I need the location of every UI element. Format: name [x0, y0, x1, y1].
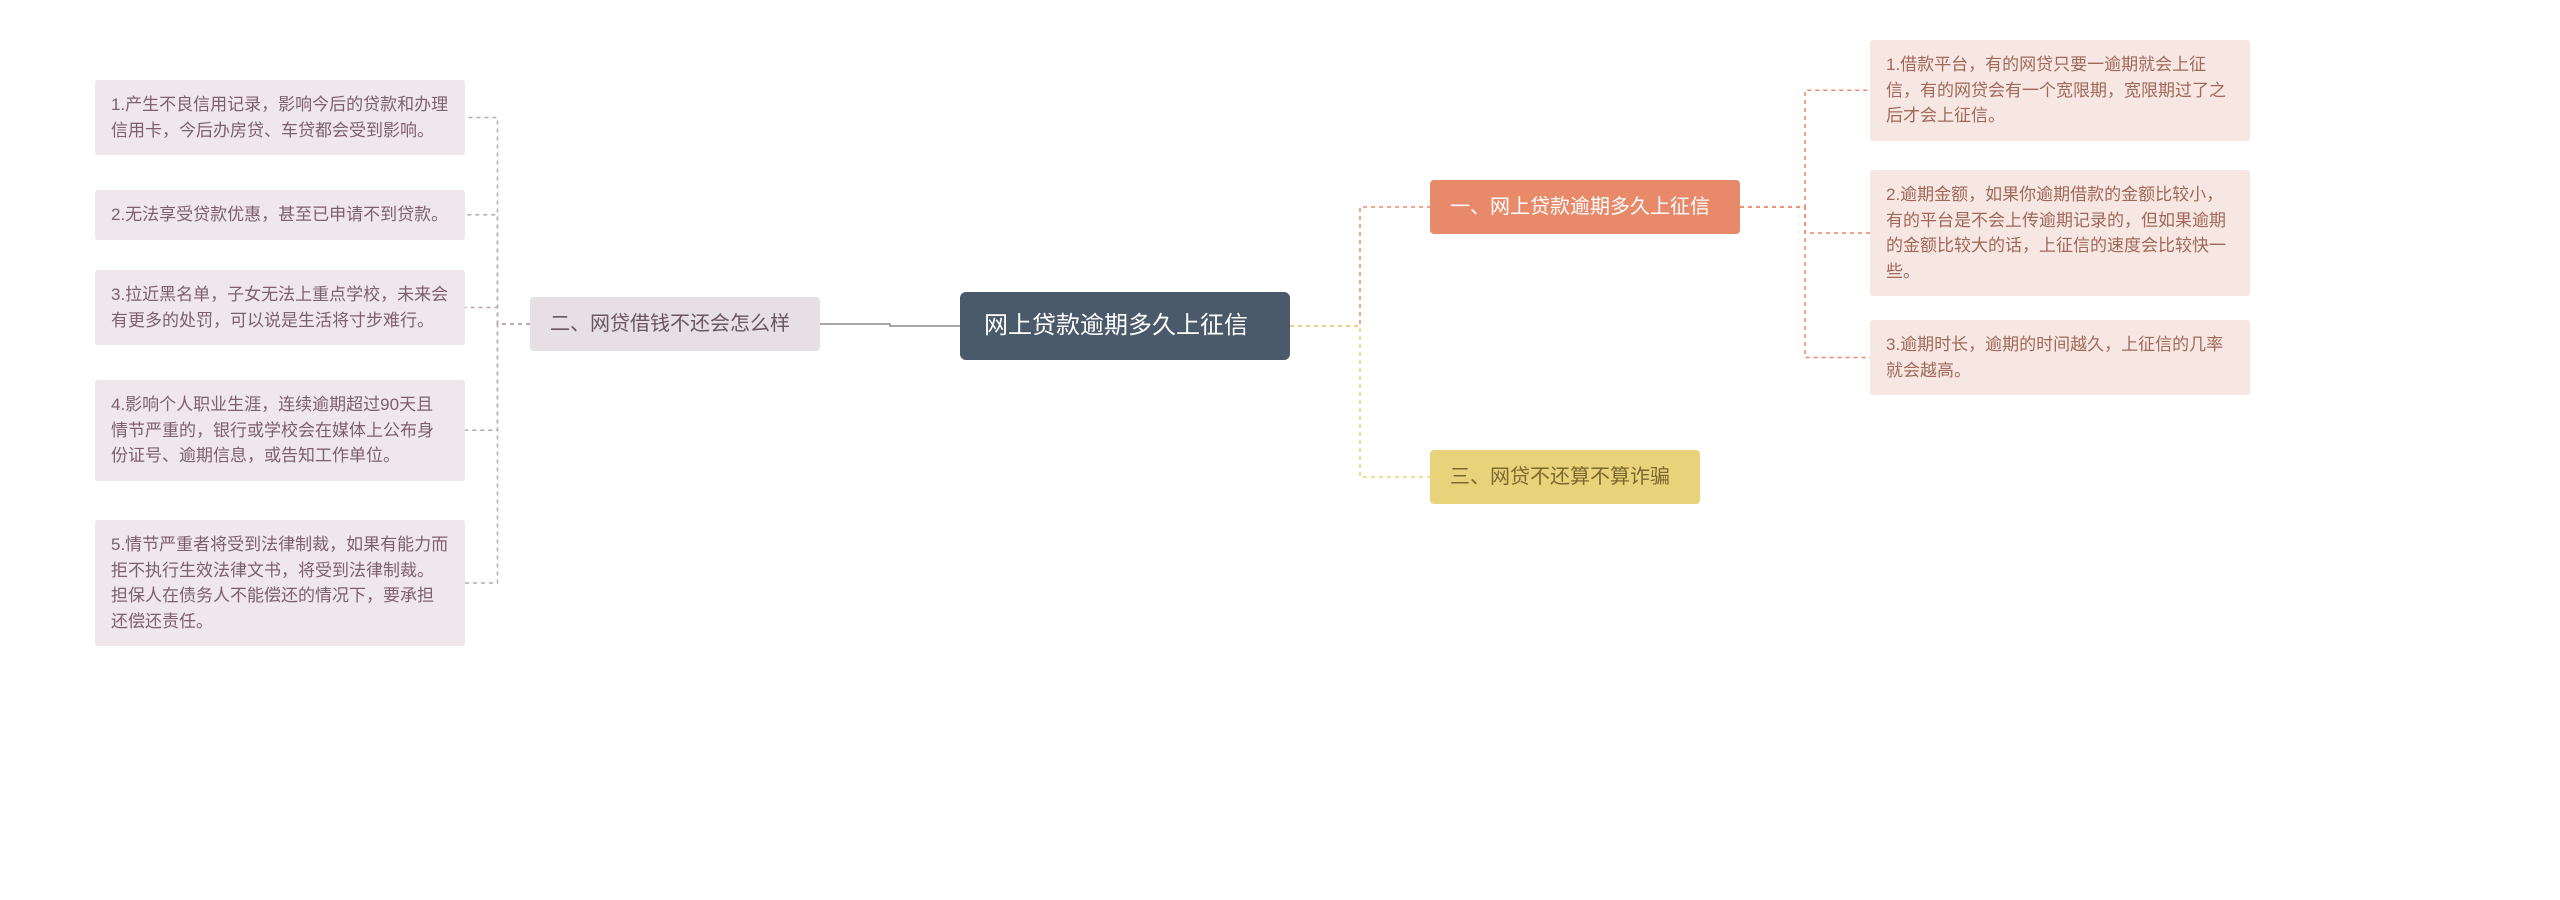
- leaf-node: 1.产生不良信用记录，影响今后的贷款和办理信用卡，今后办房贷、车贷都会受到影响。: [95, 80, 465, 155]
- leaf-node: 3.逾期时长，逾期的时间越久，上征信的几率就会越高。: [1870, 320, 2250, 395]
- leaf-node: 2.无法享受贷款优惠，甚至已申请不到贷款。: [95, 190, 465, 240]
- leaf-node: 4.影响个人职业生涯，连续逾期超过90天且情节严重的，银行或学校会在媒体上公布身…: [95, 380, 465, 481]
- leaf-node: 3.拉近黑名单，子女无法上重点学校，未来会有更多的处罚，可以说是生活将寸步难行。: [95, 270, 465, 345]
- branch-node-2: 二、网贷借钱不还会怎么样: [530, 297, 820, 351]
- leaf-node: 5.情节严重者将受到法律制裁，如果有能力而拒不执行生效法律文书，将受到法律制裁。…: [95, 520, 465, 646]
- leaf-node: 1.借款平台，有的网贷只要一逾期就会上征信，有的网贷会有一个宽限期，宽限期过了之…: [1870, 40, 2250, 141]
- mindmap-canvas: 网上贷款逾期多久上征信 一、网上贷款逾期多久上征信 二、网贷借钱不还会怎么样 三…: [0, 0, 2560, 900]
- branch-node-1: 一、网上贷款逾期多久上征信: [1430, 180, 1740, 234]
- leaf-node: 2.逾期金额，如果你逾期借款的金额比较小，有的平台是不会上传逾期记录的，但如果逾…: [1870, 170, 2250, 296]
- branch-node-3: 三、网贷不还算不算诈骗: [1430, 450, 1700, 504]
- root-node: 网上贷款逾期多久上征信: [960, 292, 1290, 360]
